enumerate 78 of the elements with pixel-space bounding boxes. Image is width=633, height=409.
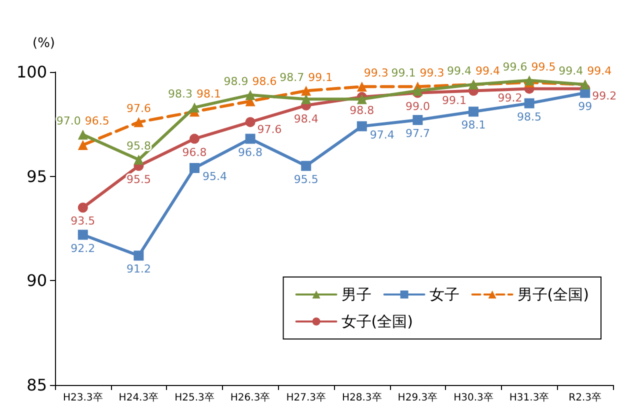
data-label: 99.4 [476, 64, 500, 78]
point [190, 134, 200, 144]
data-label: 98.8 [350, 104, 374, 118]
point [356, 121, 367, 132]
point [190, 162, 200, 173]
x-tick-label: H27.3卒 [286, 392, 326, 404]
point [245, 90, 256, 100]
y-tick-label: 90 [26, 271, 47, 290]
y-tick-label: 85 [26, 376, 47, 394]
data-label: 97.4 [370, 128, 394, 142]
x-tick-label: H24.3卒 [118, 392, 159, 404]
data-label: 99.2 [498, 92, 522, 105]
data-label: 95.8 [126, 140, 151, 153]
point [412, 114, 423, 125]
data-label: 99.2 [592, 90, 617, 103]
x-tick-label: R2.3卒 [568, 392, 602, 404]
data-label: 99.4 [587, 64, 612, 78]
x-tick-label: H26.3卒 [230, 392, 270, 404]
data-label: 99.1 [308, 70, 333, 84]
data-label: 98.5 [517, 110, 542, 124]
data-label: 96.8 [182, 146, 207, 159]
data-label: 99.0 [405, 100, 430, 113]
legend-label: 男子(全国) [517, 286, 590, 304]
data-label: 99 [578, 100, 592, 113]
data-label: 96.8 [238, 146, 263, 159]
data-label: 99.3 [420, 66, 444, 80]
data-label: 92.2 [70, 242, 96, 255]
data-label: 99.4 [447, 64, 472, 78]
data-label: 98.9 [224, 74, 248, 88]
x-tick-label: H29.3卒 [398, 392, 438, 404]
data-label: 98.1 [461, 118, 486, 132]
point [524, 98, 534, 108]
point [78, 140, 88, 150]
data-label: 93.5 [70, 214, 96, 228]
y-axis-title: (%) [32, 36, 55, 51]
data-label: 99.1 [391, 66, 416, 80]
data-label: 99.3 [364, 66, 388, 80]
point [134, 250, 144, 261]
data-label: 97.0 [56, 114, 81, 128]
data-label: 95.5 [126, 172, 151, 186]
data-label: 99.4 [558, 64, 584, 78]
data-label: 98.6 [252, 74, 277, 88]
point [134, 154, 144, 165]
legend-label: 女子(全国) [341, 312, 414, 330]
data-label: 95.5 [294, 172, 318, 186]
data-label: 98.3 [168, 87, 192, 100]
data-label: 99.5 [531, 60, 556, 74]
point [301, 86, 312, 96]
x-tick-label: H28.3卒 [342, 392, 382, 404]
point [301, 94, 312, 104]
x-tick-label: H23.3卒 [63, 392, 103, 404]
point [78, 202, 88, 213]
data-label: 98.1 [196, 87, 221, 100]
legend-label: 女子 [429, 286, 460, 304]
data-label: 99.6 [502, 60, 528, 74]
point [245, 117, 256, 128]
data-label: 98.7 [280, 70, 304, 84]
data-label: 95.4 [202, 170, 227, 183]
data-label: 99.1 [442, 94, 466, 107]
legend-label: 男子 [341, 286, 372, 304]
x-tick-label: H25.3卒 [174, 392, 214, 404]
x-tick-label: H30.3卒 [454, 392, 494, 404]
point [134, 117, 144, 128]
y-tick-label: 95 [26, 166, 47, 186]
data-label: 91.2 [126, 262, 151, 276]
data-label: 97.7 [405, 126, 430, 140]
x-tick-label: H31.3卒 [509, 392, 550, 404]
point [78, 230, 88, 240]
data-label: 98.4 [294, 112, 318, 126]
data-label: 96.5 [84, 114, 110, 128]
y-tick-label: 100 [16, 62, 47, 82]
point [356, 82, 367, 92]
point [468, 106, 478, 117]
point [245, 134, 256, 144]
data-label: 97.6 [257, 123, 282, 136]
point [78, 130, 88, 140]
point [301, 160, 312, 171]
data-label: 97.6 [126, 102, 151, 116]
